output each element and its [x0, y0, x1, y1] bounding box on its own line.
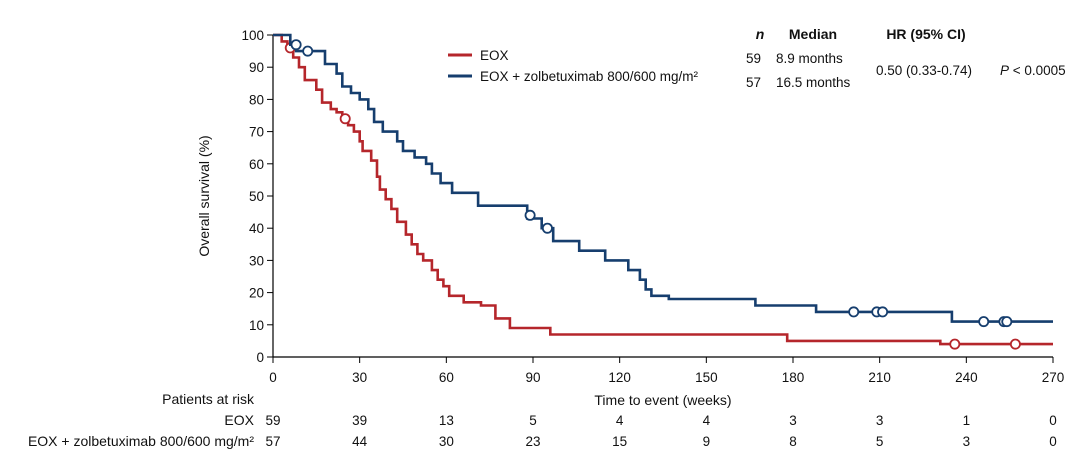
legend: EOX EOX + zolbetuximab 800/600 mg/m² [448, 48, 698, 84]
p-value-text: < 0.0005 [1009, 63, 1066, 78]
risk-value: 3 [963, 434, 971, 449]
y-tick-label: 80 [249, 92, 264, 107]
x-tick-label: 120 [608, 370, 631, 385]
y-tick-label: 10 [249, 318, 264, 333]
stats-row-median: 16.5 months [776, 75, 851, 90]
risk-value: 59 [265, 413, 280, 428]
censor-mark [524, 209, 536, 221]
censor-mark [1009, 338, 1021, 350]
hazard-ratio: 0.50 (0.33-0.74) [876, 63, 972, 78]
stats-header-hr: HR (95% CI) [886, 26, 965, 42]
stats-row-n: 59 [746, 51, 761, 66]
y-tick-label: 90 [249, 60, 264, 75]
risk-value: 0 [1049, 434, 1057, 449]
x-tick-label: 210 [868, 370, 891, 385]
censor-mark [290, 39, 302, 51]
series-line [273, 33, 1053, 346]
risk-value: 3 [876, 413, 884, 428]
censor-mark [978, 316, 990, 328]
series-line [273, 33, 1053, 323]
x-axis-label: Time to event (weeks) [594, 392, 731, 408]
legend-label: EOX [480, 48, 509, 63]
x-tick-label: 180 [782, 370, 805, 385]
stats-header-n: n [756, 26, 765, 42]
p-value: P < 0.0005 [1000, 63, 1066, 78]
risk-value: 39 [352, 413, 367, 428]
risk-value: 44 [352, 434, 368, 449]
series-layer [273, 33, 1053, 350]
risk-value: 4 [616, 413, 624, 428]
risk-value: 13 [439, 413, 454, 428]
censor-mark [339, 113, 351, 125]
axes: 0 10 20 30 40 50 60 70 80 90 100 0 30 60 90 120 150 180 21… [241, 28, 1064, 385]
risk-values: 59 39 13 5 4 4 3 3 1 057 44 30 23 15 9 8 5 3 0 [265, 413, 1056, 449]
y-tick-label: 20 [249, 286, 264, 301]
x-tick-label: 240 [955, 370, 978, 385]
x-tick-label: 60 [439, 370, 454, 385]
risk-value: 5 [876, 434, 884, 449]
risk-table-title: Patients at risk [162, 391, 255, 407]
y-tick-label: 30 [249, 253, 264, 268]
risk-row-label: EOX + zolbetuximab 800/600 mg/m² [28, 433, 254, 449]
risk-value: 8 [789, 434, 797, 449]
stats-header-median: Median [789, 26, 837, 42]
x-tick-label: 30 [352, 370, 367, 385]
x-tick-label: 90 [525, 370, 540, 385]
x-tick-label: 0 [269, 370, 277, 385]
censor-mark [949, 338, 961, 350]
p-value-symbol: P [1000, 63, 1009, 78]
censor-mark [848, 306, 860, 318]
risk-row-label: EOX [224, 412, 254, 428]
stats-table: n Median HR (95% CI) 59 8.9 months 57 16… [746, 26, 1066, 90]
risk-value: 15 [612, 434, 627, 449]
risk-value: 57 [265, 434, 280, 449]
risk-value: 4 [703, 413, 711, 428]
risk-value: 23 [525, 434, 540, 449]
risk-value: 1 [963, 413, 971, 428]
risk-value: 0 [1049, 413, 1057, 428]
censor-mark [877, 306, 889, 318]
risk-table: Patients at risk EOX EOX + zolbetuximab … [28, 391, 1057, 449]
legend-label: EOX + zolbetuximab 800/600 mg/m² [480, 69, 698, 84]
x-tick-label: 270 [1042, 370, 1065, 385]
censor-mark [541, 222, 553, 234]
stats-row-n: 57 [746, 75, 761, 90]
y-tick-label: 60 [249, 157, 264, 172]
y-tick-label: 70 [249, 125, 264, 140]
risk-value: 9 [703, 434, 711, 449]
x-tick-label: 150 [695, 370, 718, 385]
y-tick-label: 50 [249, 189, 264, 204]
risk-value: 5 [529, 413, 537, 428]
risk-value: 30 [439, 434, 454, 449]
censor-mark [1001, 316, 1013, 328]
y-tick-label: 100 [241, 28, 264, 43]
stats-row-median: 8.9 months [776, 51, 843, 66]
y-axis-label: Overall survival (%) [196, 135, 212, 256]
y-tick-label: 40 [249, 221, 264, 236]
y-tick-label: 0 [256, 350, 264, 365]
risk-value: 3 [789, 413, 797, 428]
censor-mark [302, 45, 314, 57]
